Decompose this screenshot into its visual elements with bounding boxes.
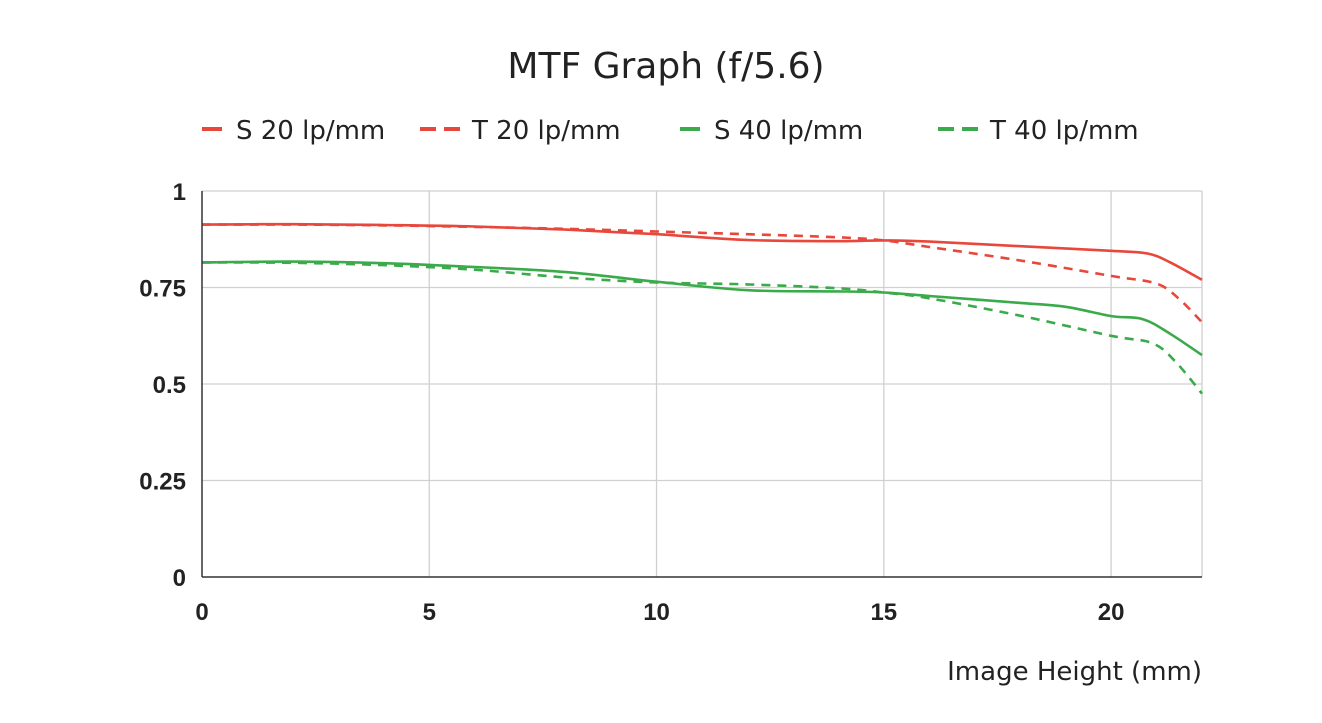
chart-title: MTF Graph (f/5.6) <box>507 46 824 87</box>
legend-label-s-20-lp-mm: S 20 lp/mm <box>236 116 385 146</box>
series-lines <box>201 222 1203 395</box>
legend-label-t-20-lp-mm: T 20 lp/mm <box>471 116 621 146</box>
series-line-t-20-lp-mm <box>201 223 1203 324</box>
x-tick-label: 20 <box>1098 599 1125 626</box>
y-tick-label: 1 <box>173 179 186 206</box>
y-tick-label: 0.75 <box>139 276 186 303</box>
legend: S 20 lp/mm T 20 lp/mm S 40 lp/mm T 40 lp/mm <box>202 116 1139 146</box>
y-tick-label: 0.5 <box>153 372 186 399</box>
x-tick-label: 0 <box>195 599 208 626</box>
legend-label-s-40-lp-mm: S 40 lp/mm <box>714 116 863 146</box>
x-tick-label: 15 <box>870 599 897 626</box>
legend-label-t-40-lp-mm: T 40 lp/mm <box>989 116 1139 146</box>
axes <box>201 191 1202 578</box>
series-line-s-40-lp-mm <box>201 260 1203 357</box>
x-tick-label: 10 <box>643 599 670 626</box>
y-tick-label: 0.25 <box>139 469 186 496</box>
x-axis-label: Image Height (mm) <box>947 657 1202 687</box>
y-tick-label: 0 <box>173 565 186 592</box>
x-tick-label: 5 <box>423 599 436 626</box>
series-line-t-40-lp-mm <box>201 261 1203 395</box>
